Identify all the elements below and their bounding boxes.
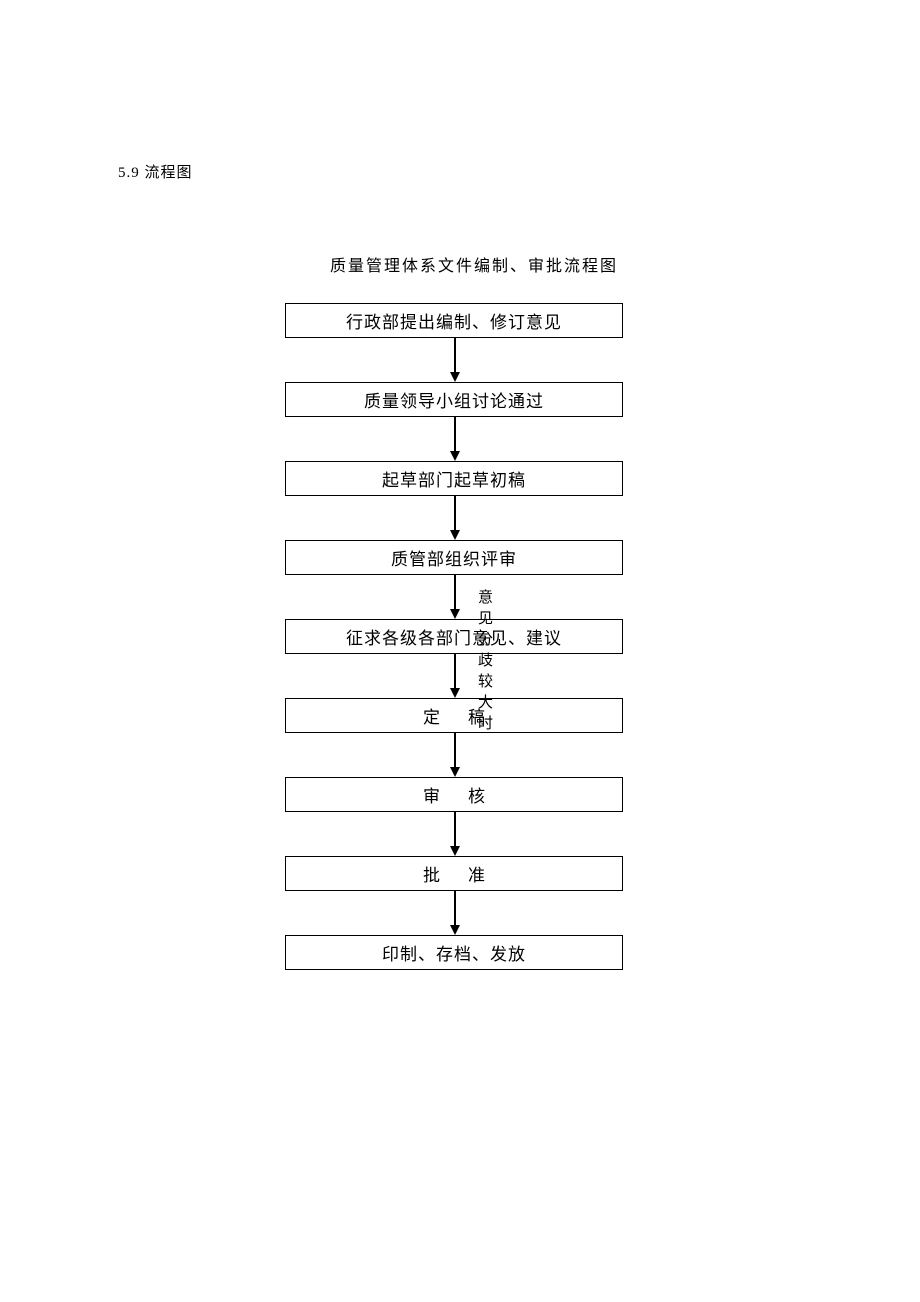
flow-arrow-head-icon [450,451,460,461]
flow-node-label: 质量领导小组讨论通过 [364,387,544,412]
flow-arrow-head-icon [450,688,460,698]
section-heading: 5.9 流程图 [118,161,193,182]
flow-arrow-line [454,812,456,846]
flow-arrow-head-icon [450,530,460,540]
section-heading-text: 5.9 流程图 [118,165,193,181]
flow-node-label: 定稿 [395,703,513,728]
flow-node-n1: 行政部提出编制、修订意见 [285,303,623,338]
flow-node-n4: 质管部组织评审 [285,540,623,575]
chart-title: 质量管理体系文件编制、审批流程图 [330,252,618,276]
flow-arrow-line [454,575,456,609]
flow-node-n7: 审核 [285,777,623,812]
flow-arrow-head-icon [450,609,460,619]
flow-arrow-line [454,417,456,451]
flow-arrow-line [454,496,456,530]
flow-arrow-line [454,654,456,688]
flow-node-label: 征求各级各部门意见、建议 [346,624,562,649]
flow-arrow-head-icon [450,372,460,382]
flow-node-n2: 质量领导小组讨论通过 [285,382,623,417]
flow-node-n3: 起草部门起草初稿 [285,461,623,496]
flow-node-n9: 印制、存档、发放 [285,935,623,970]
flow-arrow-head-icon [450,846,460,856]
flow-node-n5: 征求各级各部门意见、建议 [285,619,623,654]
flow-node-label: 质管部组织评审 [391,545,517,570]
flow-node-label: 批准 [395,861,513,886]
flow-arrow-line [454,338,456,372]
flow-edge-label: 意见分歧较大时 [478,586,494,733]
flow-arrow-head-icon [450,925,460,935]
chart-title-text: 质量管理体系文件编制、审批流程图 [330,258,618,275]
flow-arrow-line [454,733,456,767]
flow-node-label: 印制、存档、发放 [382,940,526,965]
flow-arrow-head-icon [450,767,460,777]
flow-node-n6: 定稿 [285,698,623,733]
flow-node-n8: 批准 [285,856,623,891]
flow-node-label: 行政部提出编制、修订意见 [346,308,562,333]
flow-node-label: 起草部门起草初稿 [382,466,526,491]
flow-arrow-line [454,891,456,925]
flow-node-label: 审核 [395,782,513,807]
